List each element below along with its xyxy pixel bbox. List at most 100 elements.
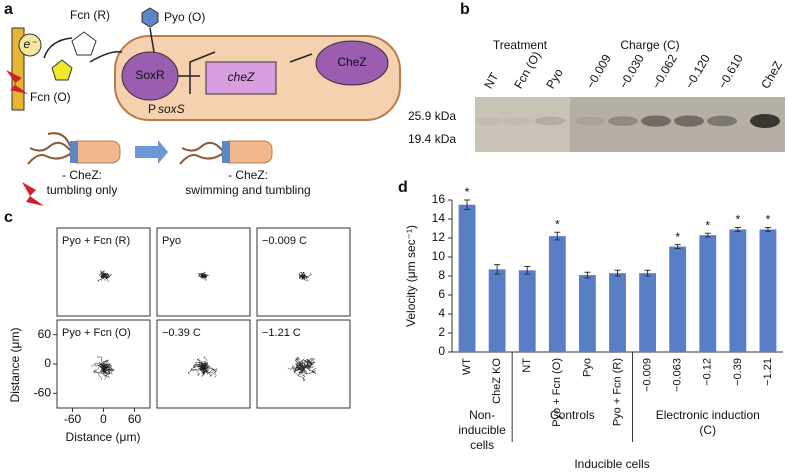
lightning (6, 70, 28, 94)
bar (518, 270, 536, 352)
panel-c: c Distance (μm) Distance (μm) Pyo + Fcn … (4, 209, 351, 444)
band (641, 115, 671, 127)
minus-desc-1: tumbling only (47, 183, 118, 197)
track (202, 274, 207, 279)
y-tick-label: 12 (432, 230, 446, 244)
bar (548, 236, 566, 352)
panel-label: d (398, 179, 408, 196)
error-bar (524, 266, 531, 275)
track-plot (56, 227, 151, 317)
chez-shape (315, 40, 389, 86)
plot-label: Pyo + Fcn (O) (62, 327, 131, 339)
bar (488, 269, 506, 352)
group-label: cells (470, 438, 494, 452)
track (303, 360, 311, 369)
track (103, 275, 106, 278)
lane-label: −0.120 (682, 52, 713, 91)
chez-gene: cheZ (228, 70, 255, 84)
track (295, 356, 306, 369)
panel-label: a (4, 1, 13, 18)
track-plot (256, 227, 351, 317)
bar (729, 229, 747, 352)
track (196, 358, 209, 369)
x-axis-label: Distance (μm) (66, 430, 141, 444)
track (200, 271, 207, 277)
error-bar (494, 264, 501, 275)
fcn-r-shape (71, 31, 97, 56)
chez-protein: CheZ (337, 55, 366, 69)
significance: * (736, 213, 741, 227)
bar (458, 204, 476, 352)
lane-label: −0.009 (583, 52, 614, 91)
bar (609, 273, 626, 352)
track (294, 357, 304, 369)
flagella-2 (179, 141, 223, 165)
lane-label: NT (481, 70, 501, 91)
significance: * (675, 230, 680, 244)
track-plot (256, 319, 351, 409)
x-tick-label: −0.063 (672, 358, 684, 392)
error-bar (464, 199, 471, 210)
track (103, 272, 110, 277)
plot-label: −0.39 C (162, 327, 201, 339)
x-tick-label: −0.009 (641, 358, 653, 392)
bar (578, 275, 596, 352)
x-tick-label: Pyo (581, 358, 593, 377)
fcn-r: Fcn (R) (70, 8, 110, 22)
track (101, 365, 110, 373)
error-bar (614, 269, 621, 277)
x-tick-label: −0.12 (702, 358, 714, 386)
pyo-o: Pyo (O) (164, 10, 205, 24)
track (201, 367, 207, 377)
pyo-shape (141, 7, 159, 28)
x-tick-label: CheZ KO (491, 358, 503, 404)
lane-label: Fcn (O) (511, 49, 543, 91)
plot-label: −0.009 C (262, 235, 307, 247)
track (97, 362, 109, 369)
track-plot (156, 319, 251, 409)
band (750, 114, 780, 128)
x-tick-label: −1.21 (762, 358, 774, 386)
x-tick-label: 60 (128, 412, 142, 426)
lane-label: −0.610 (715, 52, 746, 91)
cell-pole-2 (222, 141, 230, 163)
track (301, 274, 305, 279)
marker: 19.4 kDa (408, 132, 456, 146)
y-tick-label: 8 (438, 268, 445, 282)
track (203, 365, 217, 379)
arrows (43, 27, 313, 94)
error-bar (674, 244, 681, 249)
soxr: SoxR (135, 68, 165, 82)
y-axis-label: Distance (μm) (8, 328, 22, 403)
track (99, 364, 109, 374)
electron-circle (18, 33, 42, 57)
track (302, 367, 317, 375)
group-label: inducible (458, 423, 506, 437)
track (199, 363, 208, 376)
track (94, 367, 104, 380)
plot-label: Pyo + Fcn (R) (62, 235, 130, 247)
band (473, 116, 503, 126)
lane-label: −0.030 (616, 52, 647, 91)
track (98, 272, 105, 277)
x-tick-label: WT (461, 358, 473, 375)
panel-d: d Velocity (μm sec⁻¹) Inducible cells 0 2… (398, 179, 783, 471)
bar (669, 246, 687, 352)
cell-pole (70, 141, 78, 163)
track-plot (156, 227, 251, 317)
panel-label: c (4, 209, 13, 226)
group-label: (C) (699, 423, 716, 437)
track (97, 355, 106, 369)
band (575, 116, 605, 126)
y-tick-label: 16 (432, 192, 446, 206)
fcn-o: Fcn (O) (30, 90, 71, 104)
track (297, 367, 306, 382)
x-tick-label: Pyo + Fcn (O) (551, 358, 563, 427)
band (674, 115, 704, 127)
chez-gene-box (205, 61, 277, 95)
band (535, 116, 565, 126)
minus-label-2: - CheZ: (228, 168, 268, 182)
arrow-right (135, 140, 168, 164)
bar (639, 273, 657, 352)
